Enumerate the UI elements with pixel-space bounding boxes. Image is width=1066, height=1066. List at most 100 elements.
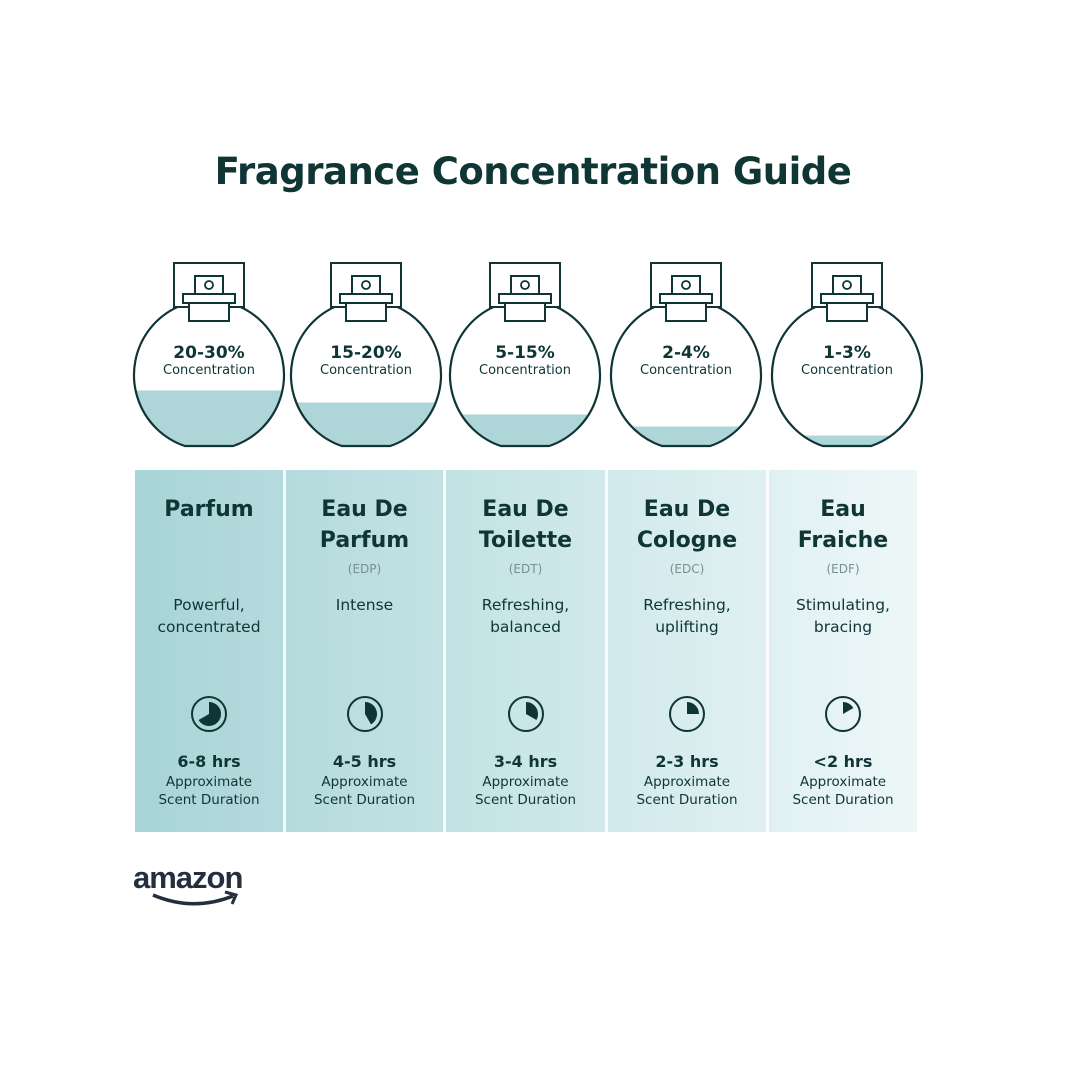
abbreviation: (EDF) xyxy=(826,562,860,576)
dur-line: Approximate xyxy=(165,774,253,790)
liquid-fill xyxy=(450,414,600,446)
column-eau-fraiche: Eau Fraiche (EDF) Stimulating, bracing <2 … xyxy=(769,470,917,832)
abbreviation: (EDT) xyxy=(508,562,543,576)
bottle-label: 5-15% Concentration xyxy=(455,343,595,378)
dur-line: Approximate xyxy=(643,774,731,790)
clock-fill xyxy=(687,702,699,714)
liquid-fill xyxy=(772,435,922,446)
desc-line: concentrated xyxy=(157,618,261,636)
dur-line: Scent Duration xyxy=(792,792,894,808)
name-line: Fraiche xyxy=(797,528,889,553)
sprayer xyxy=(671,275,701,295)
comparison-panel xyxy=(135,470,917,832)
nozzle xyxy=(520,280,530,290)
sprayer xyxy=(510,275,540,295)
duration-label: Approximate Scent Duration xyxy=(286,773,443,809)
page-title: Fragrance Concentration Guide xyxy=(214,150,852,193)
description: Powerful, concentrated xyxy=(135,594,283,638)
description: Refreshing, balanced xyxy=(446,594,605,638)
bottle-neck xyxy=(504,302,546,322)
column-divider xyxy=(283,470,286,832)
clock-icon xyxy=(669,696,705,732)
sprayer xyxy=(832,275,862,295)
concentration-value: 1-3% xyxy=(823,343,871,363)
name-line: Toilette xyxy=(478,528,573,553)
clock-fill xyxy=(364,702,377,725)
clock-icon xyxy=(825,696,861,732)
fragrance-name: Eau Fraiche xyxy=(769,494,917,556)
desc-line: Powerful, xyxy=(173,596,245,614)
name-line: Cologne xyxy=(636,528,738,553)
bottle-label: 15-20% Concentration xyxy=(296,343,436,378)
bottle xyxy=(609,262,763,448)
name-line: Parfum xyxy=(164,497,254,522)
dur-line: Approximate xyxy=(482,774,569,790)
name-line: Eau De xyxy=(321,497,408,522)
bottle xyxy=(448,262,602,448)
amazon-logo: amazon xyxy=(133,860,243,906)
clock-icon xyxy=(346,696,383,732)
bottle-neck xyxy=(665,302,707,322)
dur-line: Scent Duration xyxy=(636,792,738,808)
clock-fill xyxy=(843,702,854,714)
concentration-value: 5-15% xyxy=(495,343,555,363)
name-line: Eau De xyxy=(482,497,569,522)
bottle-neck xyxy=(188,302,230,322)
dur-line: Approximate xyxy=(321,774,408,790)
clock-icon xyxy=(507,696,544,732)
duration-hours: 3-4 hrs xyxy=(493,752,558,771)
concentration-value: 20-30% xyxy=(173,343,245,363)
nozzle xyxy=(204,280,214,290)
column-eau-de-parfum: Eau De Parfum (EDP) Intense 4-5 hrs Appro… xyxy=(286,470,443,832)
desc-line: uplifting xyxy=(655,618,719,636)
duration-hours: 2-3 hrs xyxy=(655,752,719,771)
fragrance-name: Parfum xyxy=(135,494,283,525)
description: Stimulating, bracing xyxy=(769,594,917,638)
desc-line: Stimulating, xyxy=(796,596,890,614)
column-eau-de-toilette: Eau De Toilette (EDT) Refreshing, balanced… xyxy=(446,470,605,832)
bottle-neck xyxy=(826,302,868,322)
name-line: Eau xyxy=(820,497,866,522)
bottle-label: 20-30% Concentration xyxy=(139,343,279,378)
concentration-label: Concentration xyxy=(640,363,732,378)
name-line: Parfum xyxy=(319,528,410,553)
bottle xyxy=(132,262,286,448)
duration-hours: <2 hrs xyxy=(813,752,873,771)
logo-text: amazon xyxy=(133,860,243,895)
clock-fill xyxy=(525,702,538,720)
duration-hours: 6-8 hrs xyxy=(177,752,241,771)
liquid-fill xyxy=(291,402,441,446)
duration-label: Approximate Scent Duration xyxy=(135,773,283,809)
bottle-label: 1-3% Concentration xyxy=(777,343,917,378)
concentration-label: Concentration xyxy=(320,363,412,378)
nozzle xyxy=(681,280,691,290)
duration-hours: 4-5 hrs xyxy=(332,752,397,771)
description: Intense xyxy=(286,594,443,616)
liquid-fill xyxy=(134,390,284,446)
dur-line: Approximate xyxy=(799,774,887,790)
column-divider xyxy=(605,470,608,832)
concentration-label: Concentration xyxy=(801,363,893,378)
concentration-label: Concentration xyxy=(479,363,571,378)
abbreviation: (EDP) xyxy=(347,562,382,576)
fragrance-name: Eau De Parfum xyxy=(286,494,443,556)
clock-icon xyxy=(191,696,227,732)
dur-line: Scent Duration xyxy=(158,792,260,808)
desc-line: bracing xyxy=(813,618,873,636)
concentration-value: 15-20% xyxy=(330,343,402,363)
bottle-neck xyxy=(345,302,387,322)
desc-line: Intense xyxy=(335,596,394,614)
duration-label: Approximate Scent Duration xyxy=(446,773,605,809)
sprayer xyxy=(194,275,224,295)
concentration-label: Concentration xyxy=(163,363,255,378)
bottle xyxy=(770,262,924,448)
column-eau-de-cologne: Eau De Cologne (EDC) Refreshing, uplifting… xyxy=(608,470,766,832)
clock-fill xyxy=(198,702,221,726)
desc-line: Refreshing, xyxy=(643,596,731,614)
dur-line: Scent Duration xyxy=(313,792,416,808)
desc-line: Refreshing, xyxy=(481,596,570,614)
duration-label: Approximate Scent Duration xyxy=(769,773,917,809)
desc-line: balanced xyxy=(490,618,561,636)
name-line: Eau De xyxy=(643,497,731,522)
nozzle xyxy=(842,280,852,290)
